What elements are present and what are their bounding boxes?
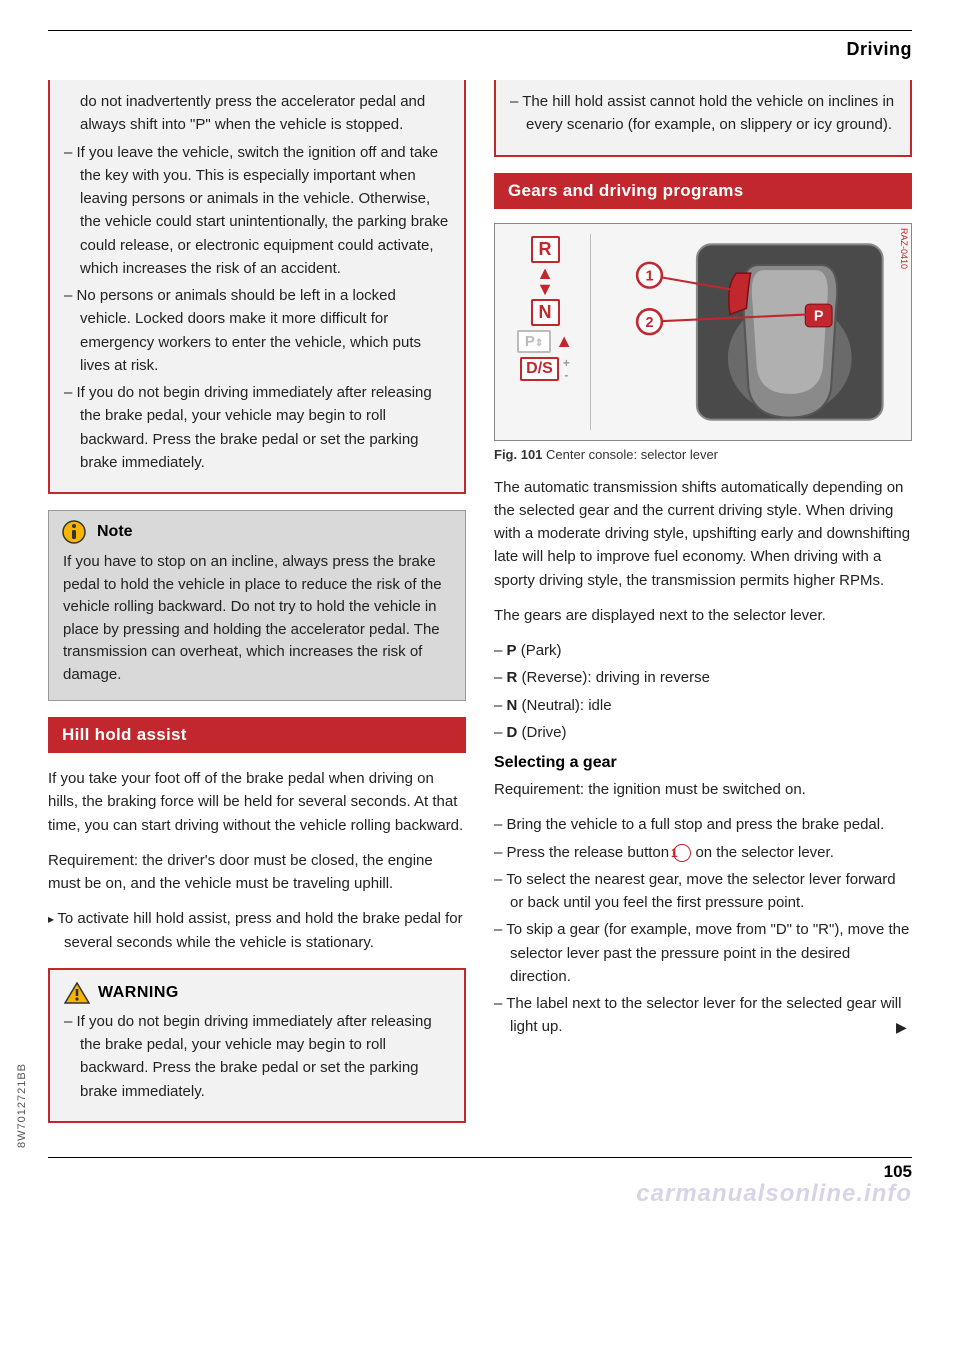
subheading-selecting-gear: Selecting a gear bbox=[494, 754, 912, 772]
hill-requirement: Requirement: the driver's door must be c… bbox=[48, 849, 466, 896]
page-footer: 105 carmanualsonline.info bbox=[48, 1157, 912, 1208]
gear-indicator-panel: R ▲▼ N P⇕ ▲ D/S +- bbox=[505, 234, 585, 383]
right-column: – The hill hold assist cannot hold the v… bbox=[494, 80, 912, 1139]
warning-list: – If you do not begin driving immediatel… bbox=[64, 1010, 450, 1103]
figure-caption: Fig. 101 Center console: selector lever bbox=[494, 447, 912, 462]
section-gears: Gears and driving programs bbox=[494, 173, 912, 209]
warning-list: – The hill hold assist cannot hold the v… bbox=[510, 90, 896, 137]
warning-item: – If you do not begin driving immediatel… bbox=[64, 381, 450, 474]
warning-header: WARNING bbox=[64, 982, 450, 1004]
svg-text:1: 1 bbox=[645, 268, 653, 284]
header-rule bbox=[48, 30, 912, 31]
p-button-label: P bbox=[814, 308, 824, 324]
selecting-step: – To select the nearest gear, move the s… bbox=[494, 868, 912, 915]
callout-1-icon: 1 bbox=[673, 844, 691, 862]
gear-item: – D (Drive) bbox=[494, 721, 912, 744]
selecting-steps: – Bring the vehicle to a full stop and p… bbox=[494, 813, 912, 1038]
note-header: Note bbox=[49, 511, 465, 547]
note-body: If you have to stop on an incline, alway… bbox=[49, 547, 465, 700]
content-columns: do not inadvertently press the accelerat… bbox=[48, 80, 912, 1139]
page-section-title: Driving bbox=[48, 39, 912, 60]
warning-item: do not inadvertently press the accelerat… bbox=[64, 90, 450, 137]
gear-label-ds: D/S bbox=[520, 357, 559, 381]
selecting-step: – The label next to the selector lever f… bbox=[494, 992, 912, 1039]
gear-list: – P (Park) – R (Reverse): driving in rev… bbox=[494, 639, 912, 744]
gear-arrow-icon: ▲▼ bbox=[505, 265, 585, 297]
gear-label-r: R bbox=[531, 236, 560, 263]
section-hill-hold: Hill hold assist bbox=[48, 717, 466, 753]
document-code: 8W7012721BB bbox=[16, 1063, 28, 1148]
selecting-step: – To skip a gear (for example, move from… bbox=[494, 918, 912, 988]
page-number: 105 bbox=[48, 1162, 912, 1182]
gears-paragraph: The gears are displayed next to the sele… bbox=[494, 604, 912, 627]
gear-plus-minus: +- bbox=[563, 357, 570, 381]
hill-paragraph: If you take your foot off of the brake p… bbox=[48, 767, 466, 837]
lever-illustration: P 1 2 bbox=[635, 234, 893, 430]
selecting-requirement: Requirement: the ignition must be switch… bbox=[494, 778, 912, 801]
figure-divider bbox=[590, 234, 591, 430]
warning-box: WARNING – If you do not begin driving im… bbox=[48, 968, 466, 1123]
warning-list: do not inadvertently press the accelerat… bbox=[64, 90, 450, 474]
left-column: do not inadvertently press the accelerat… bbox=[48, 80, 466, 1139]
hill-step: To activate hill hold assist, press and … bbox=[48, 907, 466, 954]
hill-step-list: To activate hill hold assist, press and … bbox=[48, 907, 466, 954]
gears-paragraph: The automatic transmission shifts automa… bbox=[494, 476, 912, 592]
watermark: carmanualsonline.info bbox=[48, 1180, 912, 1208]
selecting-step: – Bring the vehicle to a full stop and p… bbox=[494, 813, 912, 836]
note-box: Note If you have to stop on an incline, … bbox=[48, 510, 466, 701]
note-icon bbox=[61, 519, 87, 545]
warning-item: – If you leave the vehicle, switch the i… bbox=[64, 141, 450, 281]
figure-selector-lever: RAZ-0410 R ▲▼ N P⇕ ▲ D/S +- bbox=[494, 223, 912, 441]
warning-item: – The hill hold assist cannot hold the v… bbox=[510, 90, 896, 137]
gear-item: – N (Neutral): idle bbox=[494, 694, 912, 717]
warning-icon bbox=[64, 982, 90, 1004]
note-title: Note bbox=[97, 523, 133, 541]
svg-text:2: 2 bbox=[645, 314, 653, 330]
gear-arrow-icon: ▲ bbox=[555, 333, 573, 349]
warning-item: – If you do not begin driving immediatel… bbox=[64, 1010, 450, 1103]
warning-box-continued: – The hill hold assist cannot hold the v… bbox=[494, 80, 912, 157]
warning-item: – No persons or animals should be left i… bbox=[64, 284, 450, 377]
gear-label-n: N bbox=[531, 299, 560, 326]
warning-title: WARNING bbox=[98, 984, 179, 1002]
gear-label-p: P⇕ bbox=[517, 330, 551, 353]
gear-item: – R (Reverse): driving in reverse bbox=[494, 666, 912, 689]
gear-item: – P (Park) bbox=[494, 639, 912, 662]
figure-code: RAZ-0410 bbox=[899, 228, 909, 269]
selecting-step: – Press the release button 1 on the sele… bbox=[494, 841, 912, 864]
warning-box-continued: do not inadvertently press the accelerat… bbox=[48, 80, 466, 494]
